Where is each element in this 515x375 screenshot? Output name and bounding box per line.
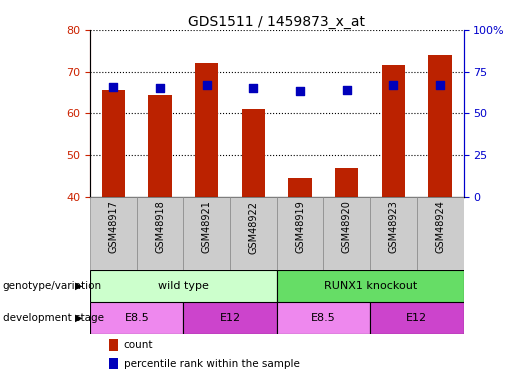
Text: wild type: wild type — [158, 281, 209, 291]
Text: E8.5: E8.5 — [311, 313, 336, 323]
Bar — [90, 197, 137, 270]
Text: E8.5: E8.5 — [125, 313, 149, 323]
Text: E12: E12 — [406, 313, 427, 323]
Bar — [370, 197, 417, 270]
Point — [203, 82, 211, 88]
Bar — [242, 109, 265, 197]
Text: development stage: development stage — [3, 313, 104, 323]
Bar — [137, 197, 183, 270]
Bar — [370, 302, 464, 334]
Text: GSM48923: GSM48923 — [388, 201, 399, 254]
Text: ▶: ▶ — [75, 313, 82, 323]
Text: GSM48924: GSM48924 — [435, 201, 445, 254]
Bar — [428, 55, 452, 197]
Point — [436, 82, 444, 88]
Bar — [382, 66, 405, 197]
Text: GSM48922: GSM48922 — [248, 201, 259, 254]
Point — [342, 87, 351, 93]
Point — [249, 85, 258, 91]
Bar — [90, 302, 183, 334]
Text: count: count — [124, 340, 153, 350]
Text: GSM48917: GSM48917 — [109, 201, 118, 254]
Bar — [288, 178, 312, 197]
Point — [109, 84, 117, 90]
Bar — [102, 90, 125, 197]
Point — [389, 82, 398, 88]
Bar — [277, 197, 323, 270]
Text: RUNX1 knockout: RUNX1 knockout — [323, 281, 417, 291]
Bar — [183, 302, 277, 334]
Text: GSM48918: GSM48918 — [155, 201, 165, 253]
Text: ▶: ▶ — [75, 281, 82, 291]
Bar — [109, 358, 118, 369]
Text: percentile rank within the sample: percentile rank within the sample — [124, 359, 300, 369]
Bar — [230, 197, 277, 270]
Point — [296, 88, 304, 94]
Bar — [148, 94, 172, 197]
Point — [156, 85, 164, 91]
Text: GSM48920: GSM48920 — [342, 201, 352, 254]
Bar — [335, 168, 358, 197]
Bar — [277, 302, 370, 334]
Text: genotype/variation: genotype/variation — [3, 281, 101, 291]
Bar — [417, 197, 464, 270]
Bar — [323, 197, 370, 270]
Bar — [90, 270, 277, 302]
Bar — [195, 63, 218, 197]
Bar — [277, 270, 464, 302]
Text: E12: E12 — [219, 313, 241, 323]
Bar — [183, 197, 230, 270]
Text: GSM48919: GSM48919 — [295, 201, 305, 253]
Title: GDS1511 / 1459873_x_at: GDS1511 / 1459873_x_at — [188, 15, 365, 29]
Bar — [109, 339, 118, 351]
Text: GSM48921: GSM48921 — [202, 201, 212, 254]
